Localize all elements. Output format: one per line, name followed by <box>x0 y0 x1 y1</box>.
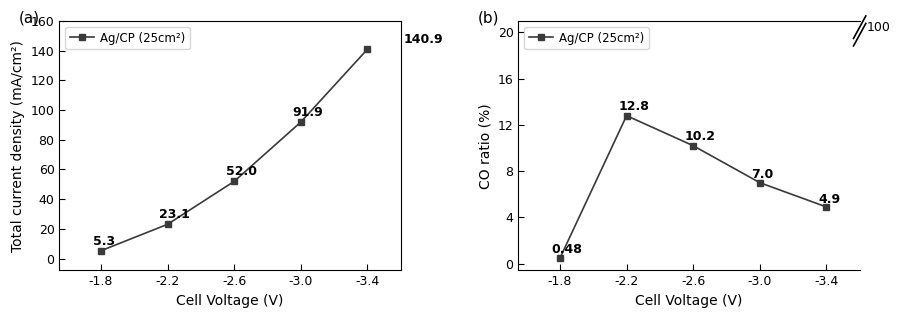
Text: 5.3: 5.3 <box>93 235 114 248</box>
Text: 23.1: 23.1 <box>159 208 190 221</box>
Text: (a): (a) <box>18 11 40 26</box>
Y-axis label: Total current density (mA/cm²): Total current density (mA/cm²) <box>11 40 25 252</box>
Y-axis label: CO ratio (%): CO ratio (%) <box>478 103 492 189</box>
Text: 140.9: 140.9 <box>404 33 443 46</box>
Text: 7.0: 7.0 <box>751 168 774 181</box>
X-axis label: Cell Voltage (V): Cell Voltage (V) <box>177 294 284 308</box>
Legend: Ag/CP (25cm²): Ag/CP (25cm²) <box>65 27 189 49</box>
Text: 4.9: 4.9 <box>818 193 840 206</box>
Text: 100: 100 <box>867 21 890 34</box>
Text: 0.48: 0.48 <box>551 243 583 256</box>
Text: (b): (b) <box>478 11 499 26</box>
Text: 52.0: 52.0 <box>226 166 257 178</box>
Text: 12.8: 12.8 <box>618 100 649 113</box>
Text: 10.2: 10.2 <box>685 130 716 143</box>
Text: 91.9: 91.9 <box>293 106 323 119</box>
X-axis label: Cell Voltage (V): Cell Voltage (V) <box>635 294 742 308</box>
Legend: Ag/CP (25cm²): Ag/CP (25cm²) <box>524 27 649 49</box>
